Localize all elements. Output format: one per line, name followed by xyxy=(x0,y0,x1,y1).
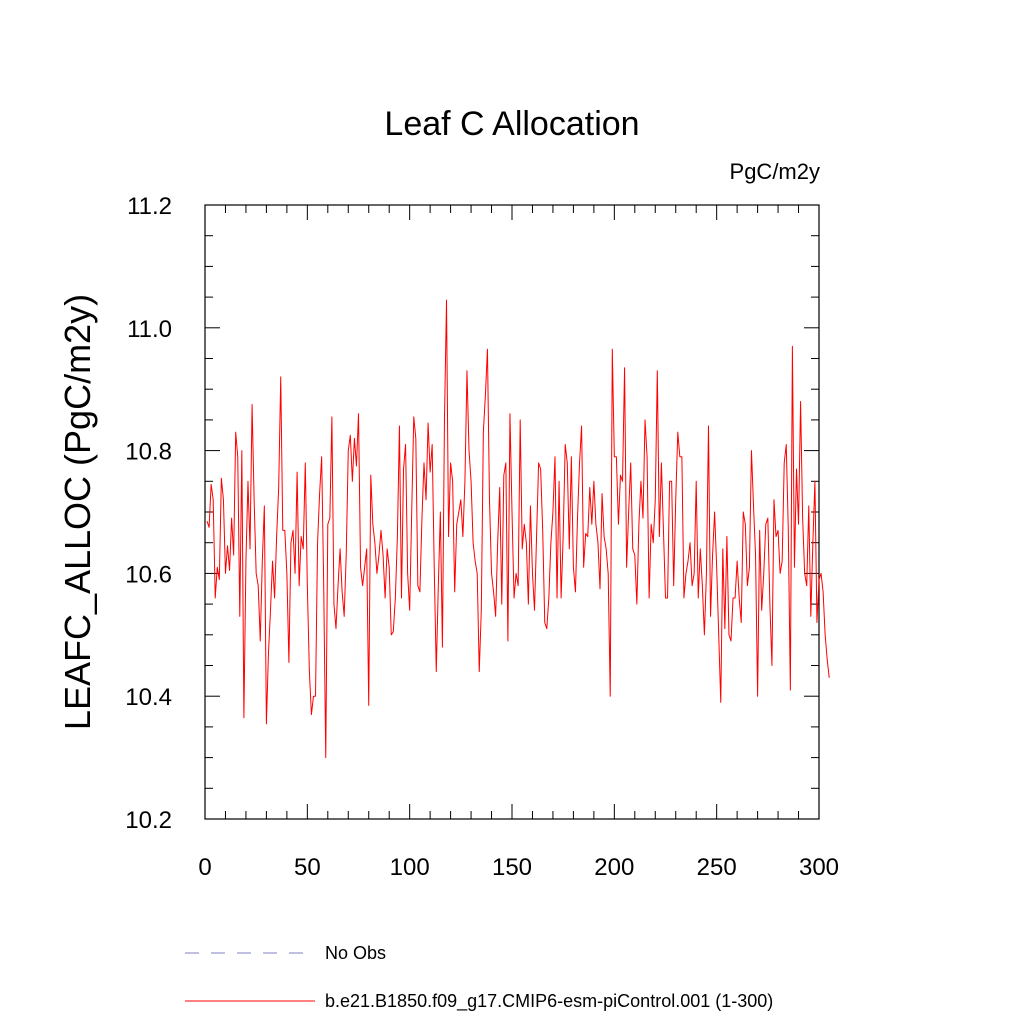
x-tick-label: 0 xyxy=(198,854,211,881)
x-tick-label: 200 xyxy=(594,854,634,881)
y-tick-label: 10.6 xyxy=(125,561,172,588)
y-tick-label: 11.2 xyxy=(127,193,172,220)
y-axis-label: LEAFC_ALLOC (PgC/m2y) xyxy=(57,294,98,730)
y-tick-label: 11.0 xyxy=(127,316,172,343)
x-tick-label: 150 xyxy=(492,854,532,881)
series-layer xyxy=(206,299,830,759)
legend-label-no-obs: No Obs xyxy=(325,943,386,963)
x-tick-label: 50 xyxy=(294,854,321,881)
series-line xyxy=(206,299,830,759)
plot-area xyxy=(204,204,820,820)
tick-labels: 0 50 100 150 200 250 300 10.2 10.4 10.6 10.8 11.0 11… xyxy=(125,193,839,881)
units-label: PgC/m2y xyxy=(730,159,820,184)
y-tick-label: 10.4 xyxy=(125,684,172,711)
x-tick-label: 300 xyxy=(799,854,839,881)
legend: No Obs b.e21.B1850.f09_g17.CMIP6-esm-piC… xyxy=(185,943,773,1012)
x-tick-label: 100 xyxy=(390,854,430,881)
x-tick-label: 250 xyxy=(697,854,737,881)
y-tick-label: 10.8 xyxy=(125,439,172,466)
chart-title: Leaf C Allocation xyxy=(384,105,639,143)
y-tick-label: 10.2 xyxy=(125,807,172,834)
legend-label-model: b.e21.B1850.f09_g17.CMIP6-esm-piControl.… xyxy=(325,991,773,1012)
